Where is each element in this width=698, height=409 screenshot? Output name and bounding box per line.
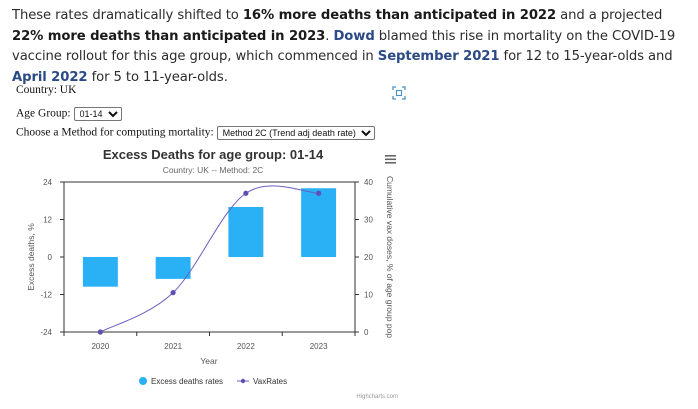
article-text: for 5 to 11-year-olds. xyxy=(87,69,228,85)
x-tick-label: 2023 xyxy=(310,342,328,351)
legend-label-vaxrates: VaxRates xyxy=(253,377,287,386)
x-tick-label: 2021 xyxy=(164,342,182,351)
age-group-row: Age Group: 01-14 xyxy=(16,107,122,121)
fullscreen-icon[interactable] xyxy=(392,86,406,100)
legend: Excess deaths rates VaxRates xyxy=(139,377,287,386)
y2-tick-label: 40 xyxy=(364,178,373,187)
y2-tick-label: 0 xyxy=(364,328,369,337)
article-link[interactable]: April 2022 xyxy=(12,69,88,85)
article-text: These rates dramatically shifted to xyxy=(12,8,243,23)
vaxrates-line xyxy=(100,185,319,333)
bar-excess-deaths-2021[interactable] xyxy=(155,257,191,279)
vaxrates-point-2023[interactable] xyxy=(316,190,322,196)
chart-subtitle: Country: UK -- Method: 2C xyxy=(163,165,264,175)
article-text: and a projected xyxy=(556,8,663,23)
country-label: Country: UK xyxy=(16,84,77,96)
vaxrates-point-2021[interactable] xyxy=(170,290,176,296)
method-select[interactable]: Method 2C (Trend adj death rate) xyxy=(216,126,375,140)
excess-deaths-chart: Excess Deaths for age group: 01-14 Count… xyxy=(26,147,398,400)
chart-title: Excess Deaths for age group: 01-14 xyxy=(103,147,324,162)
method-row: Choose a Method for computing mortality:… xyxy=(16,126,375,140)
y2-tick-label: 20 xyxy=(364,253,373,262)
article-paragraph: These rates dramatically shifted to 16% … xyxy=(12,6,692,88)
y-tick-label: 0 xyxy=(48,253,53,262)
vaxrates-point-2020[interactable] xyxy=(97,329,103,335)
y-tick-label: -24 xyxy=(40,328,52,337)
bar-excess-deaths-2023[interactable] xyxy=(301,188,337,257)
article-text: . xyxy=(325,28,334,44)
legend-item-excess-deaths[interactable]: Excess deaths rates xyxy=(139,377,223,386)
age-group-label: Age Group: xyxy=(16,107,71,120)
method-label: Choose a Method for computing mortality: xyxy=(16,126,214,139)
bar-excess-deaths-2022[interactable] xyxy=(228,207,264,257)
y2-tick-label: 30 xyxy=(364,216,373,225)
x-tick-label: 2022 xyxy=(237,342,255,351)
hamburger-menu-icon[interactable] xyxy=(385,155,396,164)
article-link[interactable]: September 2021 xyxy=(377,49,500,64)
article-text: blamed this rise in mortality on the COV… xyxy=(12,28,676,65)
legend-symbol-excess-deaths xyxy=(139,377,147,385)
vaxrates-point-2022[interactable] xyxy=(243,190,249,196)
x-tick-label: 2020 xyxy=(91,342,109,351)
y-tick-label: -12 xyxy=(40,291,52,300)
y2-tick-label: 10 xyxy=(364,291,373,300)
legend-item-vaxrates[interactable]: VaxRates xyxy=(237,377,287,386)
y-axis-title: Excess deaths, % xyxy=(26,223,36,291)
y2-axis-title: Cumulative vax doses, % of age group pop xyxy=(385,176,395,338)
x-axis-title: Year xyxy=(200,356,217,366)
article-link[interactable]: Dowd xyxy=(333,28,375,44)
legend-label-excess-deaths: Excess deaths rates xyxy=(151,377,223,386)
bar-excess-deaths-2020[interactable] xyxy=(82,257,118,287)
plot-area: -24 -12 0 12 24 0 10 20 30 40 2020 2021 2022 2023 xyxy=(40,178,373,351)
article-text: for 12 to 15-year-olds and xyxy=(499,49,673,64)
legend-symbol-vaxrates xyxy=(240,378,246,384)
article-bold-text: 22% more deaths than anticipated in 2023 xyxy=(12,28,326,44)
article-bold-text: 16% more deaths than anticipated in 2022 xyxy=(242,8,557,23)
age-group-select[interactable]: 01-14 xyxy=(73,107,122,121)
y-tick-label: 12 xyxy=(43,216,52,225)
y-tick-label: 24 xyxy=(43,178,52,187)
chart-credits[interactable]: Highcharts.com xyxy=(356,394,398,400)
